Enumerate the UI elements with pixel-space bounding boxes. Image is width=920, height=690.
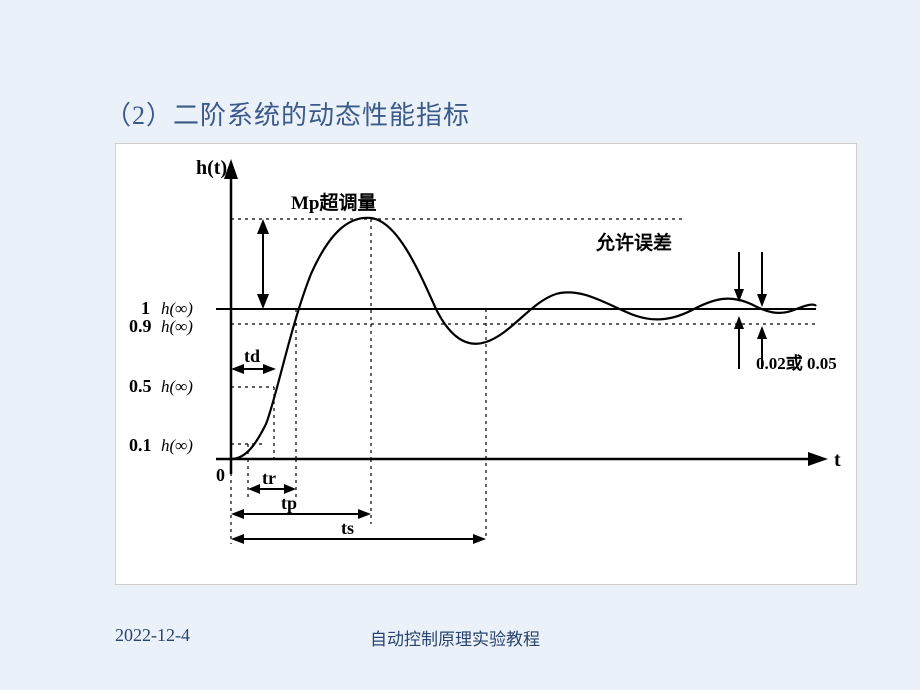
svg-text:0.9: 0.9	[129, 316, 152, 336]
svg-text:0.5: 0.5	[129, 376, 152, 396]
slide: （2）二阶系统的动态性能指标 h(t) t 0	[0, 0, 920, 690]
chart-frame: h(t) t 0 1 h(∞) 0.9 h(∞) 0.5 h(∞) 0.1 h(…	[115, 143, 857, 585]
ts-arrow	[231, 534, 486, 544]
svg-text:h(∞): h(∞)	[161, 299, 193, 318]
step-response-chart: h(t) t 0 1 h(∞) 0.9 h(∞) 0.5 h(∞) 0.1 h(…	[116, 144, 856, 584]
tr-label: tr	[262, 468, 276, 488]
section-title: （2）二阶系统的动态性能指标	[105, 95, 470, 132]
tolerance-label: 允许误差	[595, 231, 672, 254]
y-axis-label: h(t)	[196, 157, 227, 179]
response-curve	[231, 218, 816, 459]
mp-label: Mp超调量	[291, 191, 377, 214]
ts-label: ts	[341, 518, 354, 538]
origin-label: 0	[216, 465, 225, 485]
tolerance-value: 0.02或 0.05	[756, 353, 837, 373]
svg-text:h(∞): h(∞)	[161, 317, 193, 336]
svg-text:h(∞): h(∞)	[161, 436, 193, 455]
tp-label: tp	[281, 493, 297, 513]
x-axis-label: t	[834, 449, 841, 471]
footer-date: 2022-12-4	[115, 625, 190, 646]
td-label: td	[244, 346, 260, 366]
svg-text:1: 1	[141, 298, 150, 318]
mp-arrow	[257, 219, 269, 309]
svg-text:0.1: 0.1	[129, 435, 152, 455]
tolerance-arrows	[734, 252, 767, 369]
y-ticks: 1 h(∞) 0.9 h(∞) 0.5 h(∞) 0.1 h(∞)	[129, 298, 193, 455]
svg-text:h(∞): h(∞)	[161, 377, 193, 396]
footer-book-title: 自动控制原理实验教程	[370, 625, 540, 650]
